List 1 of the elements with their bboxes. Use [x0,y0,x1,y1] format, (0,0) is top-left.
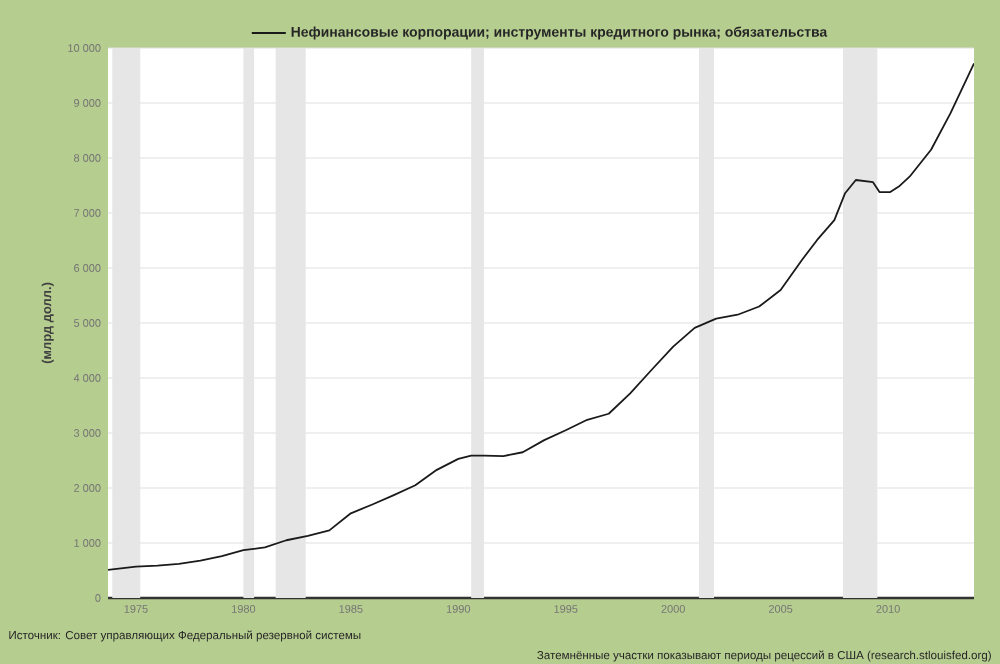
line-series [108,62,975,571]
